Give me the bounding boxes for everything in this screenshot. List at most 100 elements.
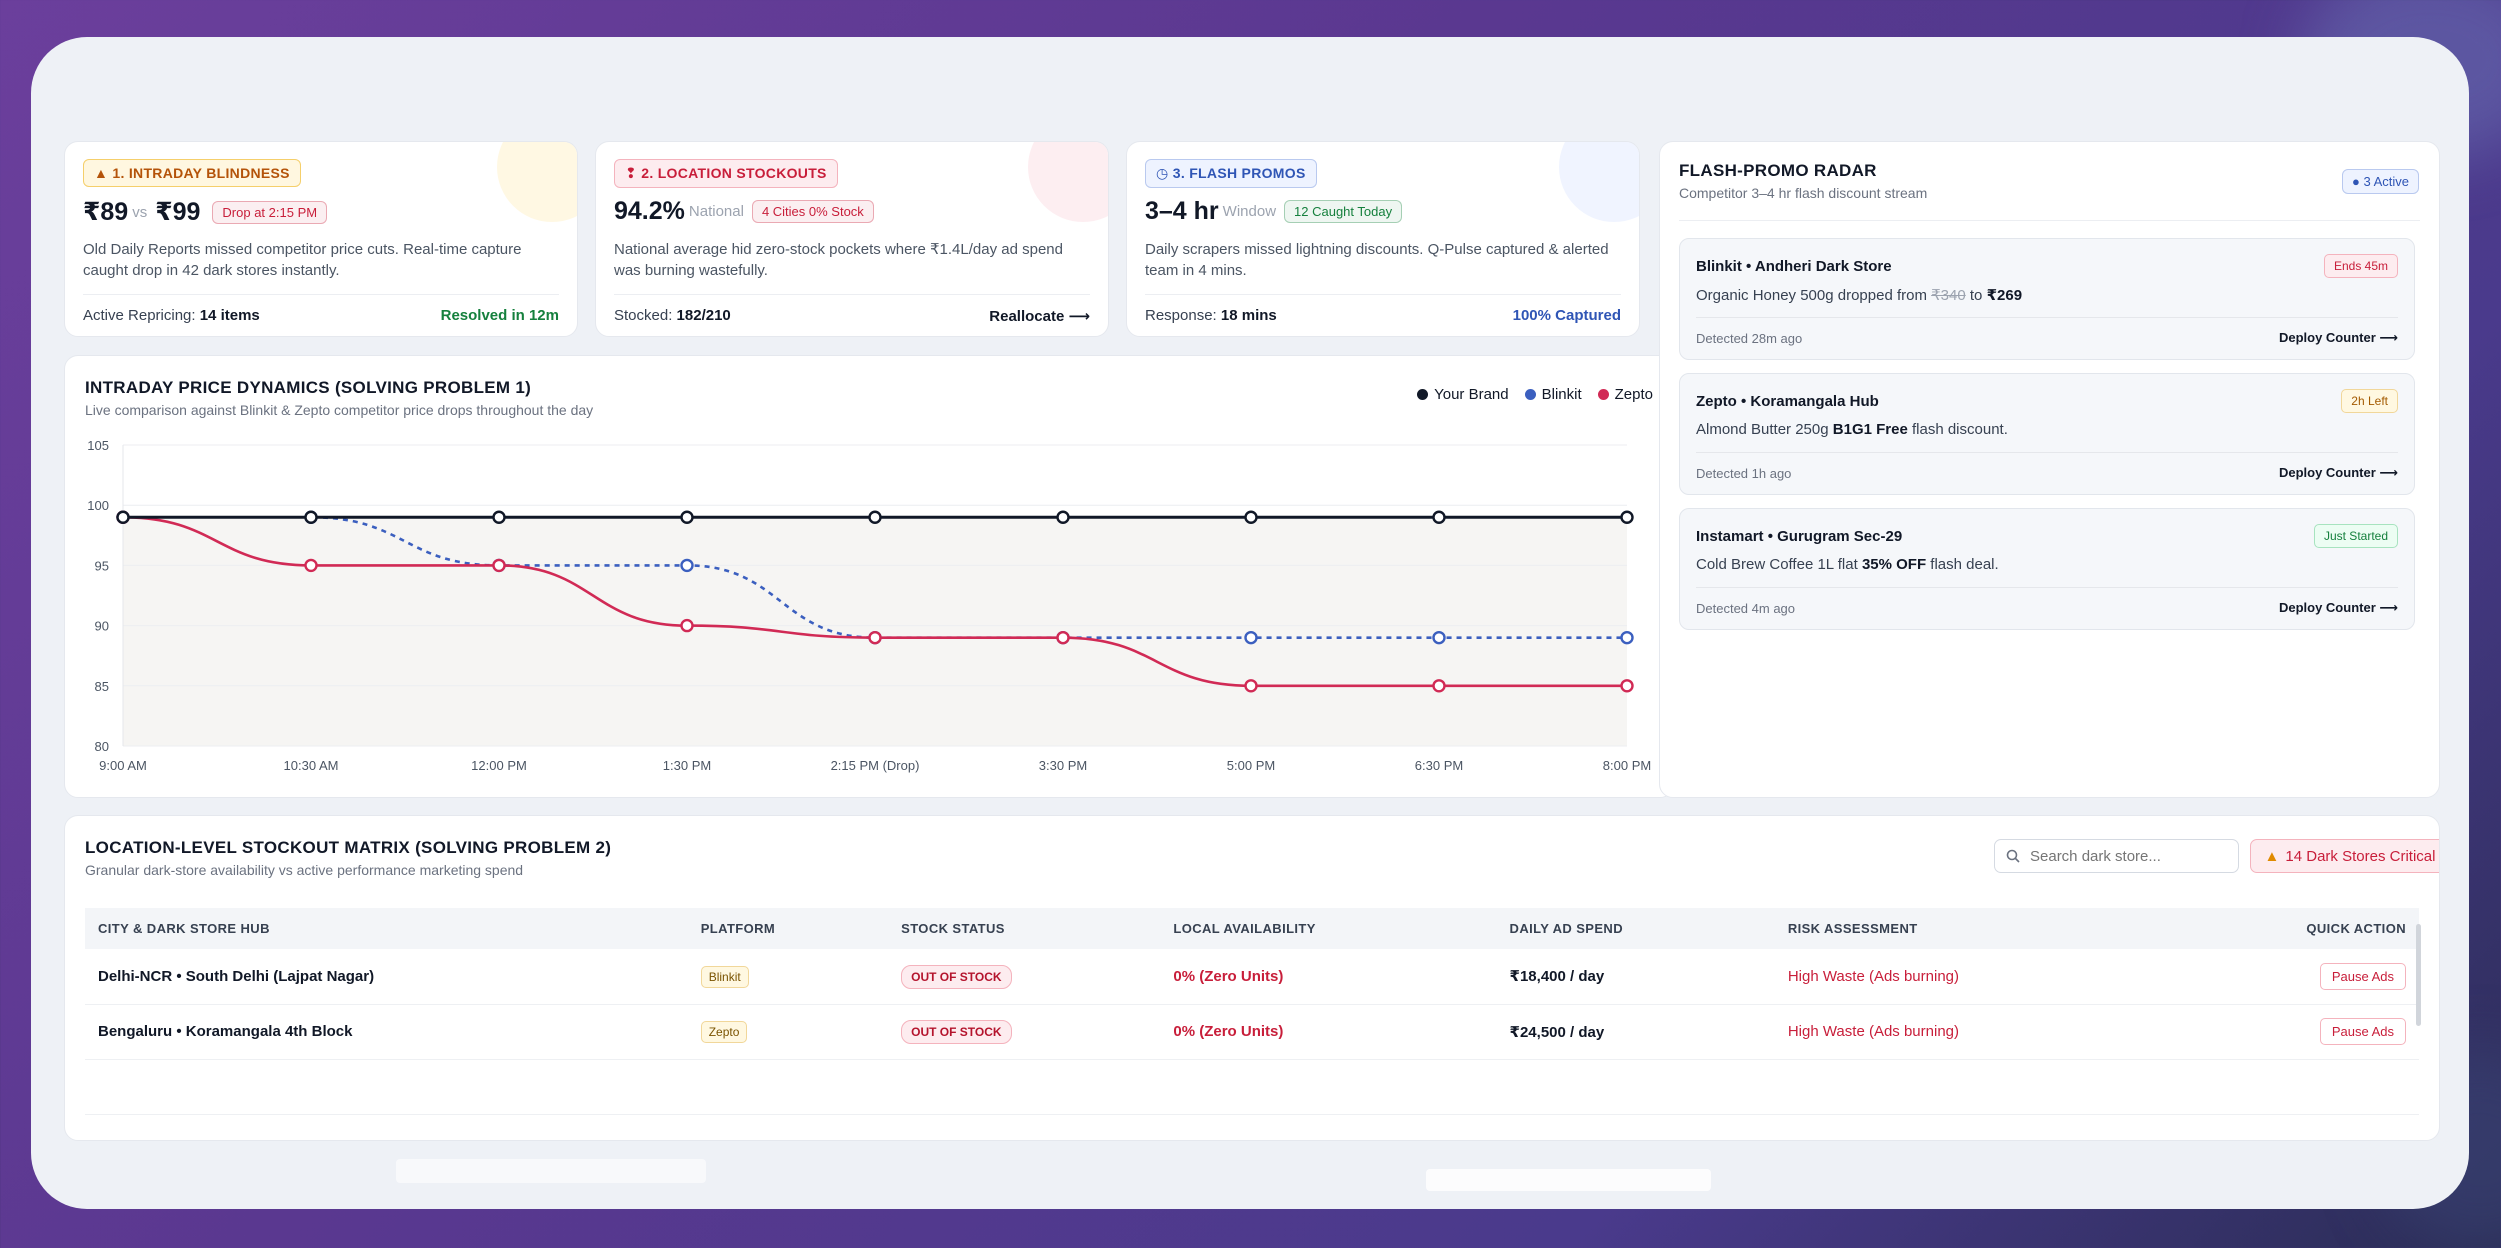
x-tick-label: 6:30 PM <box>1415 758 1463 773</box>
alert-title: Zepto • Koramangala Hub <box>1696 393 1879 410</box>
table-scrollbar[interactable] <box>2416 924 2421 1026</box>
card-footer: Active Repricing: 14 items Resolved in 1… <box>83 294 559 336</box>
pause-ads-button[interactable]: Pause Ads <box>2319 1018 2406 1045</box>
status-badge: OUT OF STOCK <box>901 964 1012 989</box>
deploy-counter-button[interactable]: Deploy Counter ⟶ <box>2278 600 2398 615</box>
dashboard-frame: ▲ 1. INTRADAY BLINDNESS ₹89 vs ₹99 Drop … <box>31 37 2469 1209</box>
data-point <box>1432 679 1446 693</box>
data-point <box>680 510 694 524</box>
flash-promo-radar: FLASH-PROMO RADAR Competitor 3–4 hr flas… <box>1659 141 2440 798</box>
critical-stores-button[interactable]: ▲ 14 Dark Stores Critical <box>2250 839 2439 873</box>
price-dynamics-panel: INTRADAY PRICE DYNAMICS (SOLVING PROBLEM… <box>64 355 1674 798</box>
deploy-counter-button[interactable]: Deploy Counter ⟶ <box>2278 465 2398 480</box>
alert-title: Blinkit • Andheri Dark Store <box>1696 258 1892 275</box>
tag-icon: ❢ <box>625 165 638 181</box>
x-tick-label: 8:00 PM <box>1603 758 1651 773</box>
card-description: Old Daily Reports missed competitor pric… <box>83 241 522 279</box>
card-footer: Response: 18 mins 100% Captured <box>1145 294 1621 336</box>
data-point <box>1432 510 1446 524</box>
x-tick-label: 9:00 AM <box>99 758 147 773</box>
status-cell: OUT OF STOCK <box>888 949 1161 1005</box>
chart-title: INTRADAY PRICE DYNAMICS (SOLVING PROBLEM… <box>85 378 532 397</box>
data-point <box>1620 679 1634 693</box>
hub-cell: Bengaluru • Koramangala 4th Block <box>85 1004 688 1060</box>
matrix-title: LOCATION-LEVEL STOCKOUT MATRIX (SOLVING … <box>85 838 612 857</box>
data-point <box>1620 630 1634 645</box>
stockout-table: CITY & DARK STORE HUB PLATFORM STOCK STATU… <box>85 908 2419 1115</box>
action-cell: Pause Ads <box>2168 1004 2419 1060</box>
search-input[interactable] <box>2030 847 2220 865</box>
table-row-partial <box>85 1059 2419 1115</box>
spend-cell: ₹18,400 / day <box>1496 949 1775 1005</box>
x-tick-label: 1:30 PM <box>663 758 711 773</box>
data-point <box>868 510 882 524</box>
status-cell: OUT OF STOCK <box>888 1004 1161 1060</box>
risk-cell: High Waste (Ads burning) <box>1774 1004 2169 1060</box>
x-tick-label: 10:30 AM <box>284 758 339 773</box>
footer-value: 14 items <box>199 307 260 324</box>
deploy-counter-button[interactable]: Deploy Counter ⟶ <box>2278 330 2398 345</box>
kpi-card: ◷ 3. FLASH PROMOS 3–4 hr Window 12 Caugh… <box>1126 141 1640 337</box>
promo-alert: Zepto • Koramangala Hub 2h Left Almond B… <box>1679 373 2415 495</box>
footer-label: Active Repricing: <box>83 307 196 324</box>
legend-swatch <box>1417 389 1429 400</box>
kpi-card: ▲ 1. INTRADAY BLINDNESS ₹89 vs ₹99 Drop … <box>64 141 578 337</box>
alert-timestamp: Detected 1h ago <box>1696 466 1792 481</box>
data-point <box>1056 510 1070 524</box>
promo-alert: Blinkit • Andheri Dark Store Ends 45m Or… <box>1679 238 2415 360</box>
tag-icon: ◷ <box>1156 165 1169 181</box>
search-box[interactable] <box>1994 839 2239 873</box>
data-point <box>492 510 506 524</box>
radar-title: FLASH-PROMO RADAR <box>1679 161 1877 180</box>
y-tick-label: 90 <box>95 619 109 634</box>
card-description: Daily scrapers missed lightning discount… <box>1145 241 1609 279</box>
tag-icon: ▲ <box>94 165 109 181</box>
card-tag: ❢ 2. LOCATION STOCKOUTS <box>614 159 838 188</box>
search-icon <box>2006 849 2020 863</box>
promo-alert: Instamart • Gurugram Sec-29 Just Started… <box>1679 508 2415 630</box>
legend-swatch <box>1524 389 1536 400</box>
y-tick-label: 80 <box>95 739 109 754</box>
bottom-placeholder <box>1426 1169 1711 1191</box>
footer-action[interactable]: Reallocate ⟶ <box>989 307 1090 325</box>
alert-badge: Just Started <box>2313 524 2398 548</box>
action-cell: Pause Ads <box>2168 949 2419 1005</box>
footer-action[interactable]: Resolved in 12m <box>440 307 559 324</box>
spend-cell: ₹24,500 / day <box>1496 1004 1775 1060</box>
card-tag: ◷ 3. FLASH PROMOS <box>1145 159 1317 188</box>
status-badge: OUT OF STOCK <box>901 1020 1012 1044</box>
risk-cell: High Waste (Ads burning) <box>1774 949 2169 1005</box>
card-metric: 94.2% <box>614 197 685 225</box>
legend-item: Zepto <box>1597 386 1653 403</box>
legend-item: Your Brand <box>1417 386 1509 403</box>
card-metric-context: National <box>688 203 744 220</box>
active-badge: ● 3 Active <box>2342 169 2419 194</box>
x-tick-label: 2:15 PM (Drop) <box>831 758 920 773</box>
data-point <box>304 558 318 573</box>
footer-label: Stocked: <box>614 307 673 324</box>
pause-ads-button[interactable]: Pause Ads <box>2319 962 2406 990</box>
footer-action[interactable]: 100% Captured <box>1512 307 1621 324</box>
chart-subtitle: Live comparison against Blinkit & Zepto … <box>85 402 594 418</box>
series-line-zepto <box>122 515 1627 688</box>
card-metric: ₹89 <box>83 198 129 226</box>
data-point <box>1244 679 1258 693</box>
footer-value: 182/210 <box>676 307 731 324</box>
column-header: QUICK ACTION <box>2168 908 2419 949</box>
y-tick-label: 105 <box>87 438 109 453</box>
x-tick-label: 3:30 PM <box>1039 758 1087 773</box>
card-metric-context: vs <box>132 203 148 221</box>
alert-timestamp: Detected 4m ago <box>1696 601 1796 616</box>
data-point <box>1056 630 1070 645</box>
hub-cell: Delhi-NCR • South Delhi (Lajpat Nagar) <box>85 949 688 1005</box>
card-decoration <box>1028 142 1108 222</box>
data-point <box>304 510 318 524</box>
alert-title: Instamart • Gurugram Sec-29 <box>1696 528 1903 545</box>
x-tick-label: 5:00 PM <box>1227 758 1275 773</box>
card-decoration <box>497 142 577 222</box>
table-row: Bengaluru • Koramangala 4th Block Zepto … <box>85 1004 2419 1060</box>
alert-badge: 2h Left <box>2341 389 2398 413</box>
legend-item: Blinkit <box>1524 386 1582 403</box>
card-description: National average hid zero-stock pockets … <box>614 241 1063 279</box>
data-point <box>868 630 882 645</box>
